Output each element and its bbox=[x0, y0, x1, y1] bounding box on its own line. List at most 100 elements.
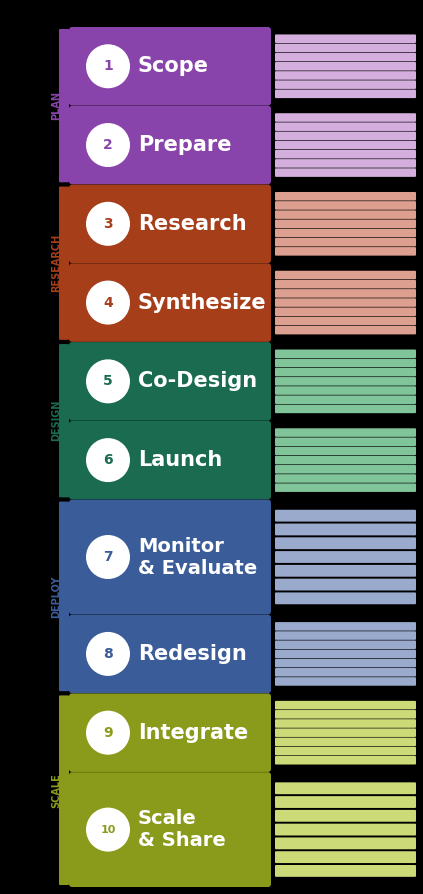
FancyBboxPatch shape bbox=[275, 746, 416, 755]
FancyBboxPatch shape bbox=[275, 782, 416, 794]
FancyBboxPatch shape bbox=[69, 421, 271, 500]
FancyBboxPatch shape bbox=[275, 405, 416, 413]
Text: 4: 4 bbox=[103, 296, 113, 309]
FancyBboxPatch shape bbox=[275, 35, 416, 43]
Text: Prepare: Prepare bbox=[138, 135, 231, 155]
FancyBboxPatch shape bbox=[275, 631, 416, 640]
FancyBboxPatch shape bbox=[275, 659, 416, 668]
FancyBboxPatch shape bbox=[275, 201, 416, 210]
FancyBboxPatch shape bbox=[275, 192, 416, 200]
FancyBboxPatch shape bbox=[59, 696, 69, 885]
Circle shape bbox=[86, 123, 130, 167]
FancyBboxPatch shape bbox=[275, 851, 416, 863]
FancyBboxPatch shape bbox=[275, 810, 416, 822]
FancyBboxPatch shape bbox=[275, 524, 416, 536]
Text: 9: 9 bbox=[103, 726, 113, 739]
FancyBboxPatch shape bbox=[275, 220, 416, 228]
FancyBboxPatch shape bbox=[275, 247, 416, 256]
FancyBboxPatch shape bbox=[275, 395, 416, 404]
Circle shape bbox=[86, 45, 130, 89]
FancyBboxPatch shape bbox=[275, 316, 416, 325]
FancyBboxPatch shape bbox=[69, 342, 271, 420]
FancyBboxPatch shape bbox=[275, 308, 416, 316]
FancyBboxPatch shape bbox=[275, 701, 416, 710]
FancyBboxPatch shape bbox=[275, 865, 416, 877]
FancyBboxPatch shape bbox=[275, 377, 416, 385]
Text: Launch: Launch bbox=[138, 450, 222, 470]
FancyBboxPatch shape bbox=[275, 210, 416, 219]
Text: 2: 2 bbox=[103, 138, 113, 152]
FancyBboxPatch shape bbox=[275, 140, 416, 149]
FancyBboxPatch shape bbox=[69, 772, 271, 887]
Text: DESIGN: DESIGN bbox=[51, 400, 61, 442]
FancyBboxPatch shape bbox=[275, 229, 416, 237]
FancyBboxPatch shape bbox=[69, 694, 271, 772]
FancyBboxPatch shape bbox=[275, 484, 416, 492]
FancyBboxPatch shape bbox=[275, 593, 416, 604]
Text: Scale
& Share: Scale & Share bbox=[138, 809, 226, 850]
FancyBboxPatch shape bbox=[69, 184, 271, 263]
FancyBboxPatch shape bbox=[275, 447, 416, 455]
FancyBboxPatch shape bbox=[275, 428, 416, 437]
Text: Co-Design: Co-Design bbox=[138, 371, 257, 392]
FancyBboxPatch shape bbox=[275, 677, 416, 686]
FancyBboxPatch shape bbox=[275, 238, 416, 247]
FancyBboxPatch shape bbox=[275, 474, 416, 483]
FancyBboxPatch shape bbox=[275, 650, 416, 658]
FancyBboxPatch shape bbox=[275, 838, 416, 849]
FancyBboxPatch shape bbox=[275, 44, 416, 52]
FancyBboxPatch shape bbox=[275, 537, 416, 549]
FancyBboxPatch shape bbox=[69, 500, 271, 614]
FancyBboxPatch shape bbox=[275, 53, 416, 62]
FancyBboxPatch shape bbox=[59, 344, 69, 497]
Text: Scope: Scope bbox=[138, 56, 209, 76]
Circle shape bbox=[86, 438, 130, 482]
FancyBboxPatch shape bbox=[275, 565, 416, 577]
FancyBboxPatch shape bbox=[275, 289, 416, 298]
FancyBboxPatch shape bbox=[275, 114, 416, 122]
FancyBboxPatch shape bbox=[69, 27, 271, 105]
FancyBboxPatch shape bbox=[275, 367, 416, 376]
FancyBboxPatch shape bbox=[275, 729, 416, 737]
Text: Synthesize: Synthesize bbox=[138, 292, 266, 313]
FancyBboxPatch shape bbox=[69, 615, 271, 693]
Text: SCALE: SCALE bbox=[51, 772, 61, 807]
Text: 8: 8 bbox=[103, 647, 113, 661]
FancyBboxPatch shape bbox=[69, 105, 271, 184]
Circle shape bbox=[86, 281, 130, 325]
FancyBboxPatch shape bbox=[275, 271, 416, 279]
FancyBboxPatch shape bbox=[275, 578, 416, 590]
Circle shape bbox=[86, 359, 130, 403]
FancyBboxPatch shape bbox=[275, 738, 416, 746]
FancyBboxPatch shape bbox=[59, 502, 69, 691]
FancyBboxPatch shape bbox=[275, 710, 416, 719]
FancyBboxPatch shape bbox=[275, 510, 416, 521]
Text: RESEARCH: RESEARCH bbox=[51, 234, 61, 292]
Text: Integrate: Integrate bbox=[138, 722, 248, 743]
Circle shape bbox=[86, 632, 130, 676]
Circle shape bbox=[86, 711, 130, 755]
FancyBboxPatch shape bbox=[275, 756, 416, 764]
FancyBboxPatch shape bbox=[275, 350, 416, 358]
Circle shape bbox=[86, 807, 130, 852]
FancyBboxPatch shape bbox=[275, 72, 416, 80]
FancyBboxPatch shape bbox=[275, 797, 416, 808]
FancyBboxPatch shape bbox=[275, 622, 416, 630]
FancyBboxPatch shape bbox=[275, 150, 416, 158]
FancyBboxPatch shape bbox=[275, 122, 416, 131]
Text: DEPLOY: DEPLOY bbox=[51, 575, 61, 618]
Text: Research: Research bbox=[138, 214, 247, 234]
FancyBboxPatch shape bbox=[59, 29, 69, 182]
Text: 5: 5 bbox=[103, 375, 113, 388]
Text: PLAN: PLAN bbox=[51, 91, 61, 120]
Text: 10: 10 bbox=[100, 824, 115, 835]
FancyBboxPatch shape bbox=[275, 159, 416, 168]
Text: Monitor
& Evaluate: Monitor & Evaluate bbox=[138, 536, 257, 578]
Text: 1: 1 bbox=[103, 59, 113, 73]
FancyBboxPatch shape bbox=[69, 264, 271, 342]
Text: 7: 7 bbox=[103, 550, 113, 564]
FancyBboxPatch shape bbox=[275, 640, 416, 649]
FancyBboxPatch shape bbox=[275, 168, 416, 177]
Text: 6: 6 bbox=[103, 453, 113, 467]
FancyBboxPatch shape bbox=[275, 823, 416, 836]
